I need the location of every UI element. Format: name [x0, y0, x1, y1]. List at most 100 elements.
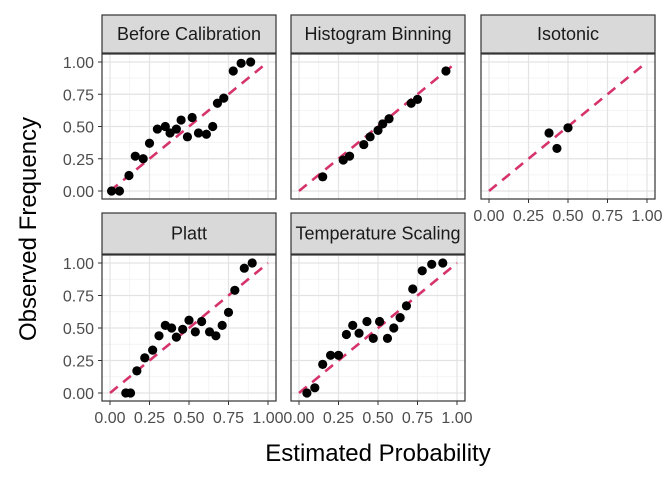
data-point — [417, 266, 427, 276]
facet-panel: Platt 0.00 0.25 0.50 0.75 1.00 0.00 0.25 0.50 0.7… — [63, 212, 284, 427]
data-point — [236, 58, 246, 68]
data-point — [171, 332, 181, 342]
y-tick-label: 0.75 — [63, 87, 94, 104]
x-tick-label: 0.25 — [323, 410, 354, 427]
data-point — [154, 331, 164, 341]
data-point — [552, 143, 562, 154]
facet-strip-label: Histogram Binning — [304, 24, 451, 44]
data-point — [441, 66, 451, 76]
data-point — [140, 353, 150, 363]
data-point — [382, 333, 393, 343]
x-tick-label: 0.50 — [552, 208, 583, 225]
data-point — [239, 263, 249, 273]
data-point — [333, 350, 344, 360]
y-tick-label: 0.75 — [63, 289, 94, 306]
x-tick-label: 0.50 — [362, 410, 393, 427]
data-point — [408, 284, 418, 294]
facet-strip-label: Temperature Scaling — [295, 224, 460, 244]
y-tick-label: 1.00 — [63, 55, 94, 72]
data-point — [427, 259, 437, 269]
data-point — [247, 258, 257, 268]
data-point — [310, 383, 320, 393]
data-point — [438, 258, 448, 268]
data-point — [152, 124, 162, 134]
data-point — [348, 320, 358, 330]
data-point — [201, 129, 211, 139]
x-tick-label: 0.25 — [513, 208, 544, 225]
data-point — [389, 323, 399, 333]
data-point — [354, 328, 364, 338]
data-point — [130, 151, 140, 161]
data-point — [412, 94, 423, 105]
facet-strip — [101, 212, 277, 255]
data-point — [171, 124, 181, 134]
x-tick-label: 0.00 — [473, 208, 504, 225]
y-tick-label: 0.25 — [63, 354, 94, 371]
data-point — [124, 170, 134, 181]
data-point — [344, 151, 355, 161]
data-point — [208, 121, 218, 132]
y-tick-label: 0.00 — [63, 184, 94, 201]
data-point — [132, 366, 142, 376]
facet-panel: Temperature Scaling 0.00 0.25 0.50 0.75 1.00 — [283, 212, 473, 427]
data-point — [246, 57, 256, 67]
y-tick-label: 0.50 — [63, 120, 94, 137]
data-point — [228, 66, 238, 76]
y-tick-label: 0.50 — [63, 321, 94, 338]
data-point — [114, 186, 125, 196]
data-point — [125, 388, 136, 398]
y-tick-label: 0.00 — [63, 386, 94, 403]
data-point — [197, 316, 207, 327]
data-point — [368, 333, 378, 343]
y-tick-label: 1.00 — [63, 256, 94, 273]
data-point — [563, 123, 573, 133]
y-axis-title: Observed Frequency — [15, 117, 42, 341]
x-tick-label: 1.00 — [441, 410, 472, 427]
data-point — [359, 139, 369, 150]
data-point — [182, 132, 193, 142]
facet-strip-label: Platt — [171, 224, 207, 244]
facet-strip — [290, 14, 466, 54]
data-point — [384, 114, 394, 124]
data-point — [193, 128, 204, 138]
data-point — [362, 316, 372, 327]
facet-strip — [290, 212, 466, 255]
data-point — [365, 132, 375, 142]
x-axis-title: Estimated Probability — [265, 440, 490, 467]
data-point — [318, 359, 328, 369]
x-tick-label: 0.75 — [213, 410, 244, 427]
x-tick-label: 0.00 — [94, 410, 125, 427]
data-point — [373, 125, 383, 135]
data-point — [395, 313, 405, 323]
data-point — [148, 345, 158, 355]
data-point — [378, 119, 388, 129]
data-point — [144, 138, 155, 148]
data-point — [138, 154, 148, 164]
data-point — [190, 327, 200, 337]
data-point — [374, 316, 385, 327]
data-point — [160, 121, 170, 132]
data-point — [401, 301, 412, 311]
x-tick-label: 1.00 — [631, 208, 662, 225]
x-tick-label: 0.25 — [134, 410, 165, 427]
x-tick-label: 0.75 — [592, 208, 623, 225]
data-point — [176, 115, 186, 125]
data-point — [211, 331, 221, 341]
data-point — [178, 324, 188, 334]
facet-strip — [101, 14, 277, 54]
data-point — [187, 112, 197, 123]
y-tick-label: 0.25 — [63, 152, 94, 169]
panels-layer: Before Calibration 0.00 0.25 0.50 0.75 1.00 Hi… — [63, 14, 663, 427]
data-point — [223, 307, 234, 317]
data-point — [302, 388, 312, 398]
x-tick-label: 0.50 — [173, 410, 204, 427]
reference-diagonal — [298, 261, 458, 395]
facet-panel: Isotonic 0.00 0.25 0.50 0.75 1.00 — [473, 14, 663, 225]
facet-panel: Histogram Binning — [290, 14, 466, 200]
data-point — [106, 186, 117, 196]
data-point — [217, 320, 227, 330]
data-point — [219, 93, 229, 103]
x-tick-label: 0.75 — [402, 410, 433, 427]
x-tick-label: 1.00 — [252, 410, 283, 427]
